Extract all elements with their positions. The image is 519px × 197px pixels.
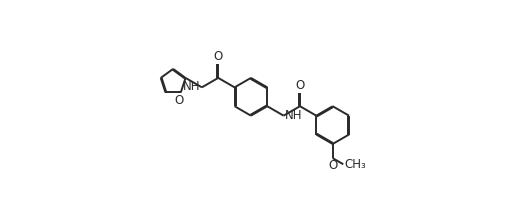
Text: NH: NH: [183, 80, 201, 93]
Text: O: O: [175, 94, 184, 107]
Text: O: O: [328, 159, 337, 172]
Text: CH₃: CH₃: [345, 158, 366, 171]
Text: O: O: [295, 79, 305, 92]
Text: NH: NH: [284, 109, 302, 122]
Text: O: O: [214, 50, 223, 63]
